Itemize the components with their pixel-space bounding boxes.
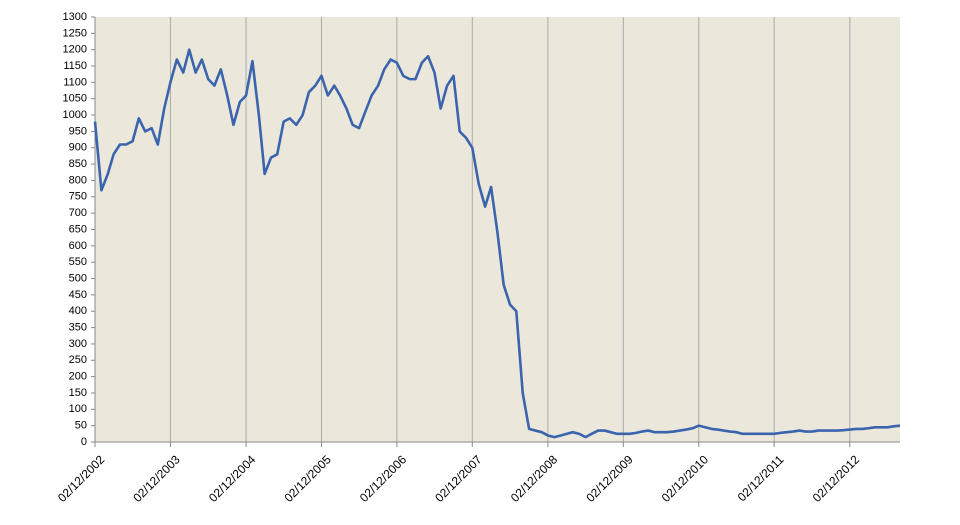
y-tick-label: 300 — [69, 338, 87, 350]
x-tick-label: 02/12/2002 — [55, 452, 108, 505]
x-tick-label: 02/12/2010 — [659, 452, 712, 505]
data-line — [93, 48, 901, 439]
x-tick-label: 02/12/2007 — [432, 452, 485, 505]
y-tick-label: 0 — [81, 436, 87, 448]
y-tick-label: 650 — [69, 223, 87, 235]
y-tick-label: 400 — [69, 305, 87, 317]
y-tick-label: 50 — [75, 420, 87, 432]
y-tick-label: 1000 — [63, 109, 87, 121]
x-tick-label: 02/12/2004 — [206, 452, 259, 505]
y-tick-label: 1200 — [63, 44, 87, 56]
x-tick-label: 02/12/2006 — [357, 452, 410, 505]
y-tick-label: 200 — [69, 371, 87, 383]
y-tick-label: 100 — [69, 403, 87, 415]
y-tick-label: 1150 — [63, 60, 87, 72]
y-tick-label: 1050 — [63, 93, 87, 105]
y-tick-label: 950 — [69, 125, 87, 137]
y-tick-label: 900 — [69, 142, 87, 154]
y-tick-label: 850 — [69, 158, 87, 170]
x-tick-label: 02/12/2008 — [508, 452, 561, 505]
y-tick-label: 450 — [69, 289, 87, 301]
x-tick-label: 02/12/2009 — [583, 452, 636, 505]
y-tick-label: 1100 — [63, 76, 87, 88]
y-tick-label: 1250 — [63, 27, 87, 39]
x-tick-label: 02/12/2012 — [810, 452, 863, 505]
x-tick-label: 02/12/2005 — [281, 452, 334, 505]
y-tick-label: 350 — [69, 321, 87, 333]
x-tick-label: 02/12/2011 — [735, 452, 787, 504]
y-tick-label: 1300 — [63, 11, 87, 23]
y-tick-label: 550 — [69, 256, 87, 268]
y-tick-label: 250 — [69, 354, 87, 366]
y-tick-label: 500 — [69, 272, 87, 284]
y-tick-label: 150 — [69, 387, 87, 399]
y-tick-label: 800 — [69, 174, 87, 186]
y-tick-label: 700 — [69, 207, 87, 219]
y-tick-label: 750 — [69, 191, 87, 203]
x-tick-label: 02/12/2003 — [130, 452, 183, 505]
y-tick-label: 600 — [69, 240, 87, 252]
